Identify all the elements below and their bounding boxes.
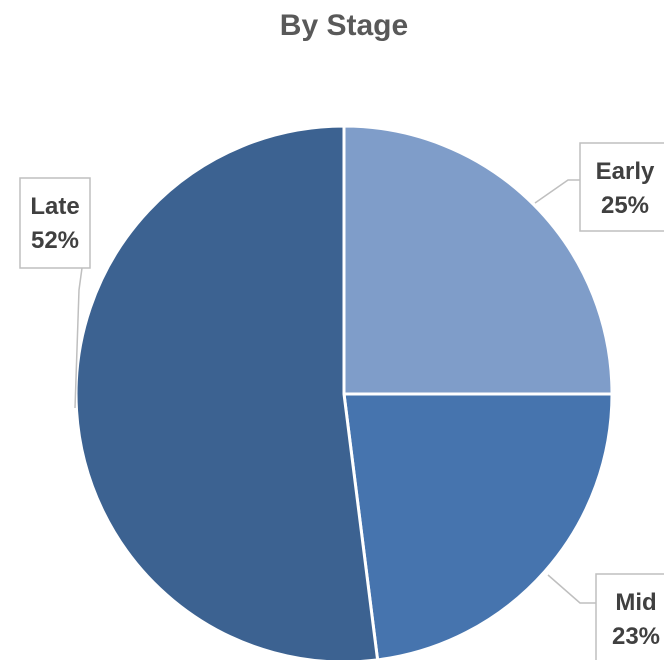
chart-title: By Stage — [280, 9, 408, 42]
data-label-mid: Mid 23% — [547, 573, 664, 660]
data-label-late: Late 52% — [19, 177, 91, 409]
leader-line — [74, 267, 83, 409]
slice-percent-label: 25% — [601, 192, 649, 219]
leader-line — [534, 179, 580, 204]
label-box — [19, 177, 91, 269]
label-box — [579, 142, 664, 232]
leader-line — [547, 574, 596, 604]
label-box — [595, 573, 664, 660]
slice-category-label: Early — [596, 158, 655, 185]
pie-slice-early — [342, 124, 614, 396]
pie-slice-late — [74, 124, 380, 660]
slice-category-label: Late — [30, 193, 79, 220]
pie-slices — [74, 124, 614, 660]
slice-percent-label: 23% — [612, 623, 660, 650]
slice-percent-label: 52% — [31, 227, 79, 254]
pie-slice-mid — [342, 392, 614, 660]
data-label-early: Early 25% — [534, 142, 664, 232]
data-labels: Early 25% Mid 23% Late 52% — [19, 142, 664, 660]
slice-category-label: Mid — [615, 589, 656, 616]
